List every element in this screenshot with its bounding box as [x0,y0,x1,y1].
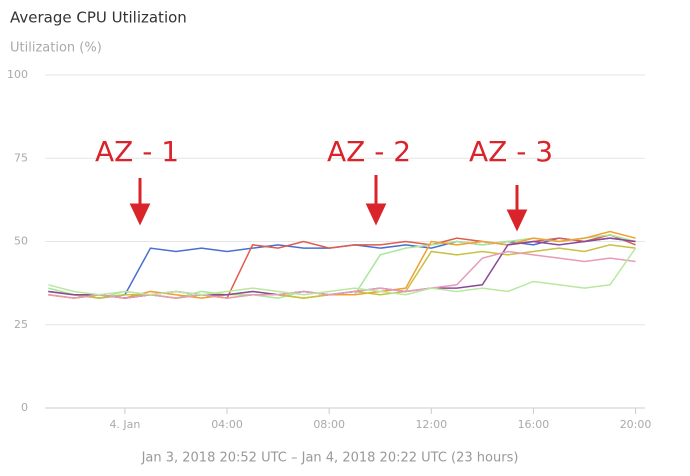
x-tick-label: 20:00 [620,418,652,431]
plot-area: 0 25 50 75 100 4. Jan 04:00 08:00 12:00 16:00 20:0… [7,68,651,431]
y-tick-label: 75 [14,151,28,164]
x-tick-label: 08:00 [313,418,345,431]
y-tick-label: 25 [14,318,28,331]
x-tick-label: 12:00 [415,418,447,431]
y-tick-label: 0 [21,401,28,414]
series-line [48,234,636,299]
x-tick-label: 04:00 [211,418,243,431]
x-tick-label: 4. Jan [109,418,140,431]
y-tick-label: 50 [14,235,28,248]
annotation: AZ - 1 [95,135,179,168]
arrows [129,175,528,232]
chart-title: Average CPU Utilization [10,9,187,27]
y-tick-label: 100 [7,68,28,81]
series-line [48,247,637,296]
annotation: AZ - 2 [327,135,411,168]
series-line [48,234,636,299]
annotation: AZ - 3 [469,135,553,168]
y-axis-label: Utilization (%) [10,41,102,56]
series-line [48,250,636,299]
x-tick-label: 16:00 [518,418,550,431]
series-line [48,230,636,299]
time-range: Jan 3, 2018 20:52 UTC – Jan 4, 2018 20:2… [141,451,519,466]
